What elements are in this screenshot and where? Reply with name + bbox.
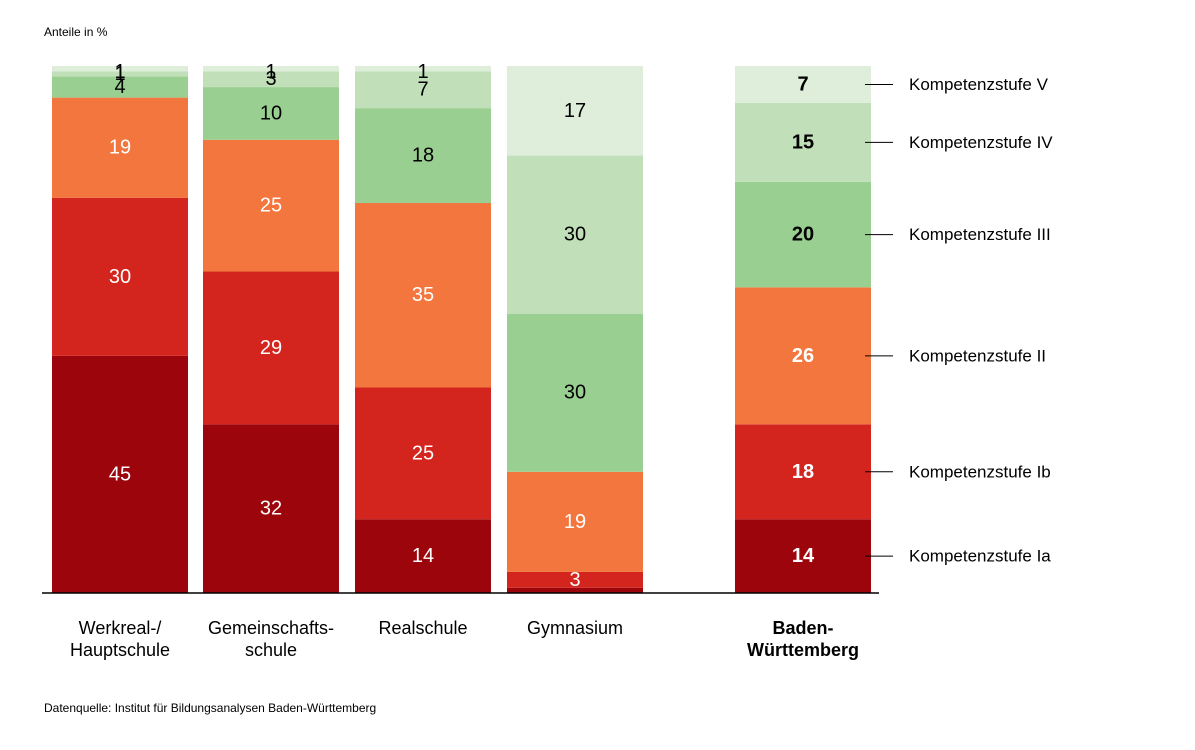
bar-segment-4-1 [507,587,643,593]
bar-segment-5-6 [735,66,871,103]
bar-segment-1-6 [52,66,188,72]
value-label-1-4: 4 [114,76,125,98]
legend-label-4: Kompetenzstufe III [909,225,1051,244]
value-label-5-6: 7 [797,73,808,95]
unit-label: Anteile in % [44,25,108,39]
value-label-2-5: 3 [265,68,276,90]
legend-label-6: Kompetenzstufe V [909,75,1049,94]
legend-label-2: Kompetenzstufe Ib [909,462,1051,481]
bar-segment-5-1 [735,519,871,593]
value-label-3-5: 7 [417,79,428,101]
value-label-4-5: 30 [564,224,586,246]
bar-segment-3-2 [355,387,491,520]
bar-segment-4-5 [507,155,643,314]
bar-segment-2-1 [203,424,339,593]
bar-segment-5-5 [735,102,871,182]
bar-segment-2-3 [203,139,339,272]
bar-segment-3-5 [355,71,491,109]
bar-segment-4-2 [507,571,643,588]
value-label-3-3: 35 [412,284,434,306]
value-label-5-3: 26 [792,345,814,367]
category-label-2-1: Gemeinschafts- [208,618,334,638]
value-label-2-3: 25 [260,195,282,217]
value-label-1-5: 1 [114,63,125,85]
value-label-3-6: 1 [417,61,428,83]
bar-segment-1-1 [52,355,188,593]
bar-segment-4-4 [507,313,643,472]
value-label-1-6: 1 [114,61,125,83]
legend-label-3: Kompetenzstufe II [909,346,1046,365]
bar-segment-3-6 [355,66,491,72]
category-label-3-1: Realschule [378,618,467,638]
category-label-1-2: Hauptschule [70,640,170,660]
value-label-3-2: 25 [412,442,434,464]
legend-label-5: Kompetenzstufe IV [909,133,1053,152]
bar-segment-1-5 [52,71,188,77]
bar-segment-2-5 [203,71,339,88]
value-label-3-1: 14 [412,545,434,567]
bar-segment-1-3 [52,97,188,198]
value-label-5-2: 18 [792,461,814,483]
bar-segment-5-2 [735,424,871,520]
bar-segment-4-3 [507,471,643,572]
value-label-4-3: 19 [564,511,586,533]
value-label-4-6: 17 [564,100,586,122]
category-label-5-2: Württemberg [747,640,859,660]
value-label-5-4: 20 [792,224,814,246]
value-label-2-4: 10 [260,102,282,124]
value-label-4-4: 30 [564,382,586,404]
legend-label-1: Kompetenzstufe Ia [909,547,1051,566]
bar-segment-5-4 [735,181,871,288]
bar-segment-3-1 [355,519,491,593]
bar-segment-3-3 [355,203,491,388]
category-label-5-1: Baden- [772,618,833,638]
value-label-1-1: 45 [109,463,131,485]
value-label-1-2: 30 [109,266,131,288]
bar-segment-2-4 [203,87,339,140]
value-label-5-5: 15 [792,131,814,153]
value-label-2-1: 32 [260,498,282,520]
value-label-4-2: 3 [569,569,580,591]
bar-segment-2-2 [203,271,339,425]
bar-segment-1-4 [52,76,188,98]
category-label-1-1: Werkreal-/ [79,618,162,638]
bar-segment-3-4 [355,108,491,204]
value-label-2-2: 29 [260,337,282,359]
bar-segment-2-6 [203,66,339,72]
bar-segment-4-6 [507,66,643,156]
value-label-2-6: 1 [265,61,276,83]
value-label-3-4: 18 [412,145,434,167]
bar-segment-5-3 [735,287,871,425]
value-label-5-1: 14 [792,545,815,567]
bar-segment-1-2 [52,197,188,356]
category-label-4-1: Gymnasium [527,618,623,638]
value-label-1-3: 19 [109,137,131,159]
category-label-2-2: schule [245,640,297,660]
source-note: Datenquelle: Institut für Bildungsanalys… [44,701,377,715]
